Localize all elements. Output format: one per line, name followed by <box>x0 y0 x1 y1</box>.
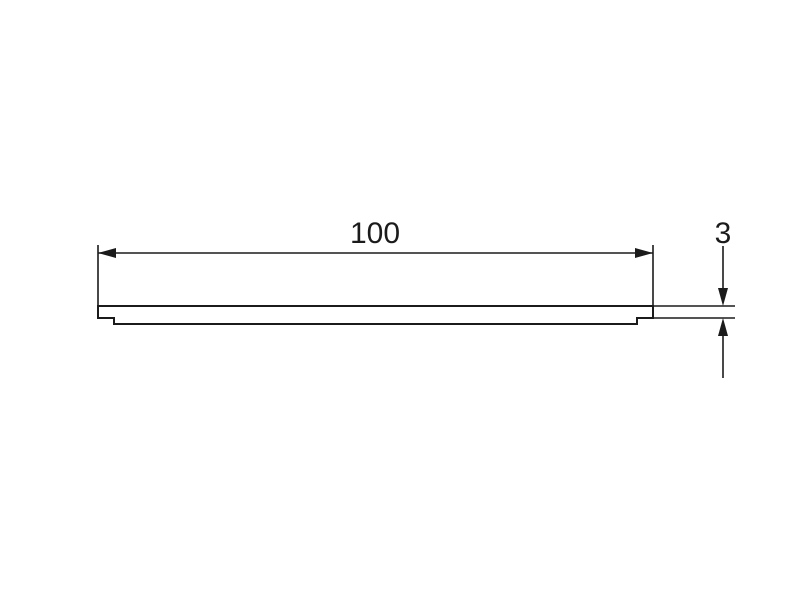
arrowhead <box>635 248 653 258</box>
technical-drawing: 100 3 <box>0 0 800 600</box>
arrowhead <box>718 318 728 336</box>
dimension-value-width: 100 <box>350 217 400 250</box>
dimension-value-thickness: 3 <box>715 217 732 250</box>
arrowhead <box>718 288 728 306</box>
arrowhead <box>98 248 116 258</box>
part-outline <box>98 306 653 324</box>
